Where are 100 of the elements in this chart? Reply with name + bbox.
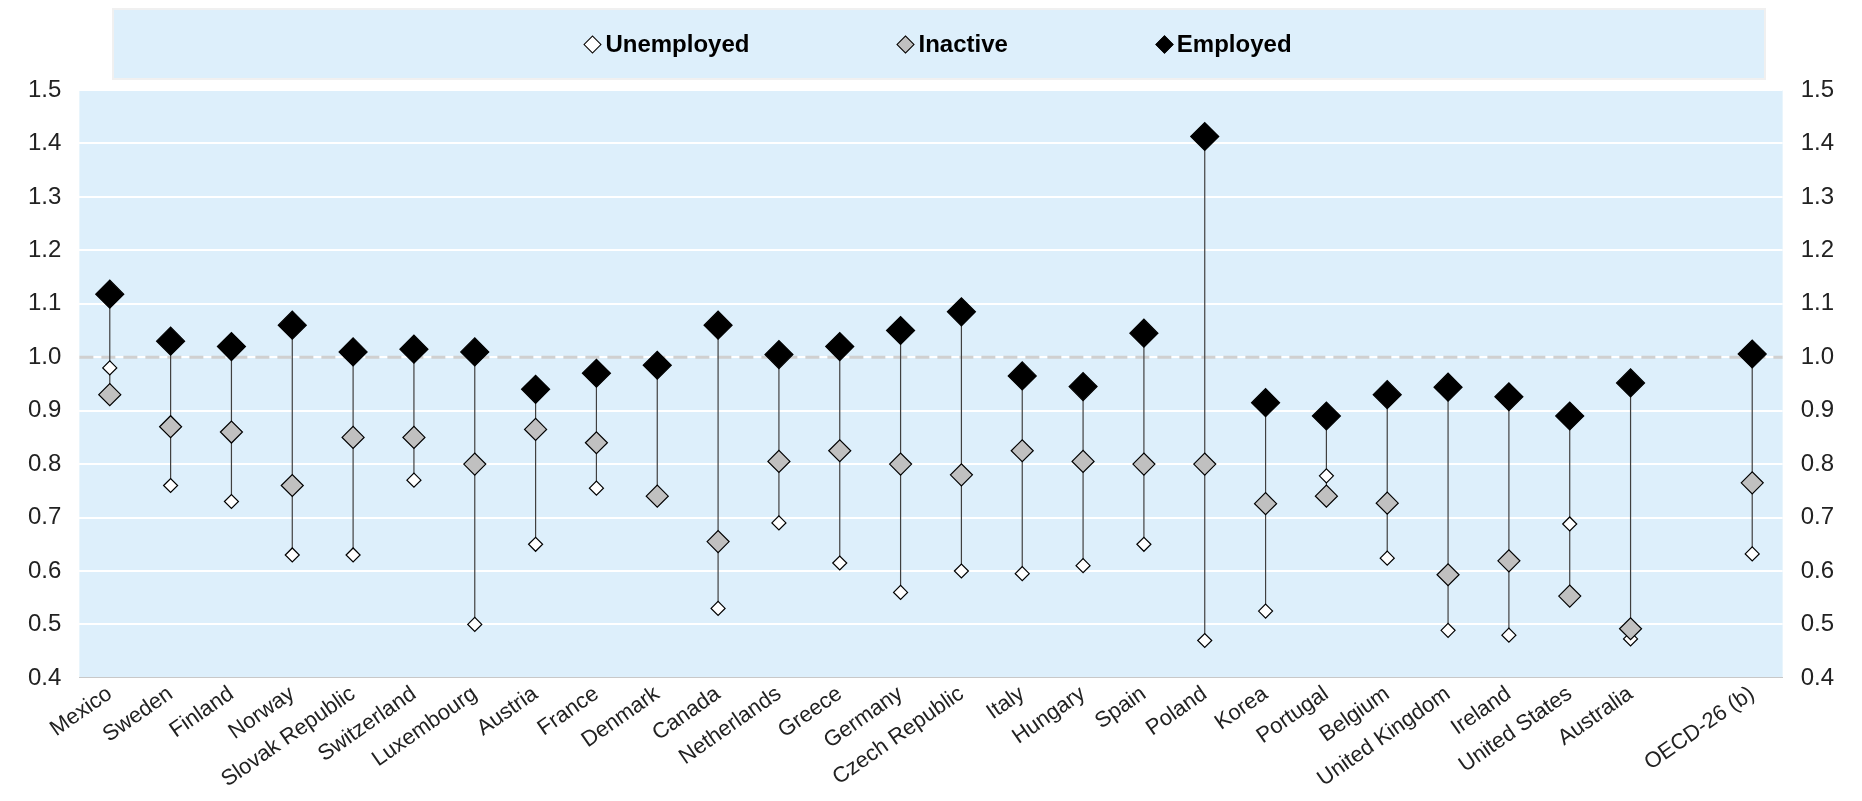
point (1440, 622, 1456, 638)
point (1562, 516, 1578, 532)
point (825, 331, 855, 362)
y-tick-label: 1.2 (27, 234, 62, 262)
point (345, 547, 361, 563)
point (584, 431, 609, 455)
y-tick-label: 1.5 (27, 74, 62, 102)
point (892, 584, 909, 600)
point (1253, 492, 1278, 516)
y-tick-label: 0.6 (27, 555, 62, 583)
point (581, 358, 612, 388)
point (156, 326, 186, 356)
point (1010, 439, 1034, 463)
point (588, 480, 605, 496)
point (399, 334, 429, 364)
point (946, 297, 977, 327)
point (284, 547, 300, 563)
point (528, 536, 544, 552)
point (888, 452, 913, 476)
point (1436, 563, 1460, 587)
point (1744, 546, 1760, 562)
point (1433, 372, 1463, 402)
point (1615, 368, 1646, 398)
point (1501, 627, 1517, 643)
y2-tick-label: 0.9 (1800, 395, 1835, 423)
point (1497, 549, 1521, 573)
point (1737, 339, 1767, 369)
point (1740, 471, 1764, 495)
y-tick-label: 0.4 (27, 662, 62, 690)
point (1193, 452, 1217, 476)
point (406, 472, 422, 488)
point (1311, 401, 1341, 431)
point (98, 383, 122, 407)
legend-label: Inactive (918, 30, 1008, 58)
y-tick-label: 0.5 (27, 609, 62, 637)
y-tick-label: 1.0 (27, 341, 62, 369)
legend-label: Unemployed (605, 30, 750, 58)
point (1494, 382, 1524, 412)
point (1318, 468, 1334, 484)
y-tick-label: 1.4 (27, 128, 62, 156)
y-tick-label: 0.9 (27, 395, 62, 423)
point (642, 350, 672, 380)
point (1136, 536, 1152, 552)
point (1071, 449, 1095, 474)
point (1375, 491, 1399, 515)
point (216, 331, 247, 362)
y2-tick-label: 0.5 (1800, 609, 1835, 637)
y2-tick-label: 1.2 (1800, 234, 1835, 262)
point (219, 420, 244, 444)
point (1197, 632, 1213, 649)
point (767, 449, 791, 474)
point (223, 493, 240, 510)
point (953, 563, 970, 579)
point (1555, 401, 1585, 431)
point (338, 337, 368, 367)
point (1558, 584, 1582, 608)
point (1014, 566, 1030, 582)
point (645, 484, 669, 508)
point (1618, 617, 1643, 641)
y2-tick-label: 1.0 (1800, 341, 1835, 369)
point (828, 439, 852, 463)
point (463, 452, 487, 476)
point (341, 425, 365, 449)
legend-label: Employed (1176, 30, 1292, 58)
y2-tick-label: 1.5 (1800, 74, 1835, 102)
y2-tick-label: 1.1 (1800, 288, 1835, 316)
y-tick-label: 1.3 (27, 181, 62, 209)
point (163, 477, 179, 494)
point (159, 415, 183, 439)
point (1372, 380, 1402, 410)
point (706, 530, 730, 554)
point (1250, 388, 1281, 418)
point (524, 417, 548, 441)
point (1129, 318, 1159, 348)
point (771, 515, 787, 531)
y2-tick-label: 0.8 (1800, 448, 1835, 476)
point (1257, 603, 1274, 619)
point (402, 425, 426, 449)
point (467, 616, 483, 633)
point (1075, 558, 1091, 574)
point (1068, 372, 1098, 402)
y2-tick-label: 1.4 (1800, 128, 1835, 156)
point (277, 310, 307, 340)
point (885, 315, 916, 346)
point (1132, 452, 1156, 476)
point (95, 279, 125, 309)
point (521, 374, 551, 404)
point (703, 310, 733, 340)
point (460, 337, 490, 367)
point (1007, 361, 1037, 391)
y-tick-label: 0.7 (27, 502, 62, 530)
point (764, 339, 794, 370)
point (1190, 121, 1220, 152)
y2-tick-label: 1.3 (1800, 181, 1835, 209)
y-tick-label: 1.1 (27, 288, 62, 316)
point (1314, 484, 1338, 508)
y-tick-label: 0.8 (27, 448, 62, 476)
y2-tick-label: 0.6 (1800, 555, 1835, 583)
y2-tick-label: 0.7 (1800, 502, 1835, 530)
point (832, 555, 848, 571)
